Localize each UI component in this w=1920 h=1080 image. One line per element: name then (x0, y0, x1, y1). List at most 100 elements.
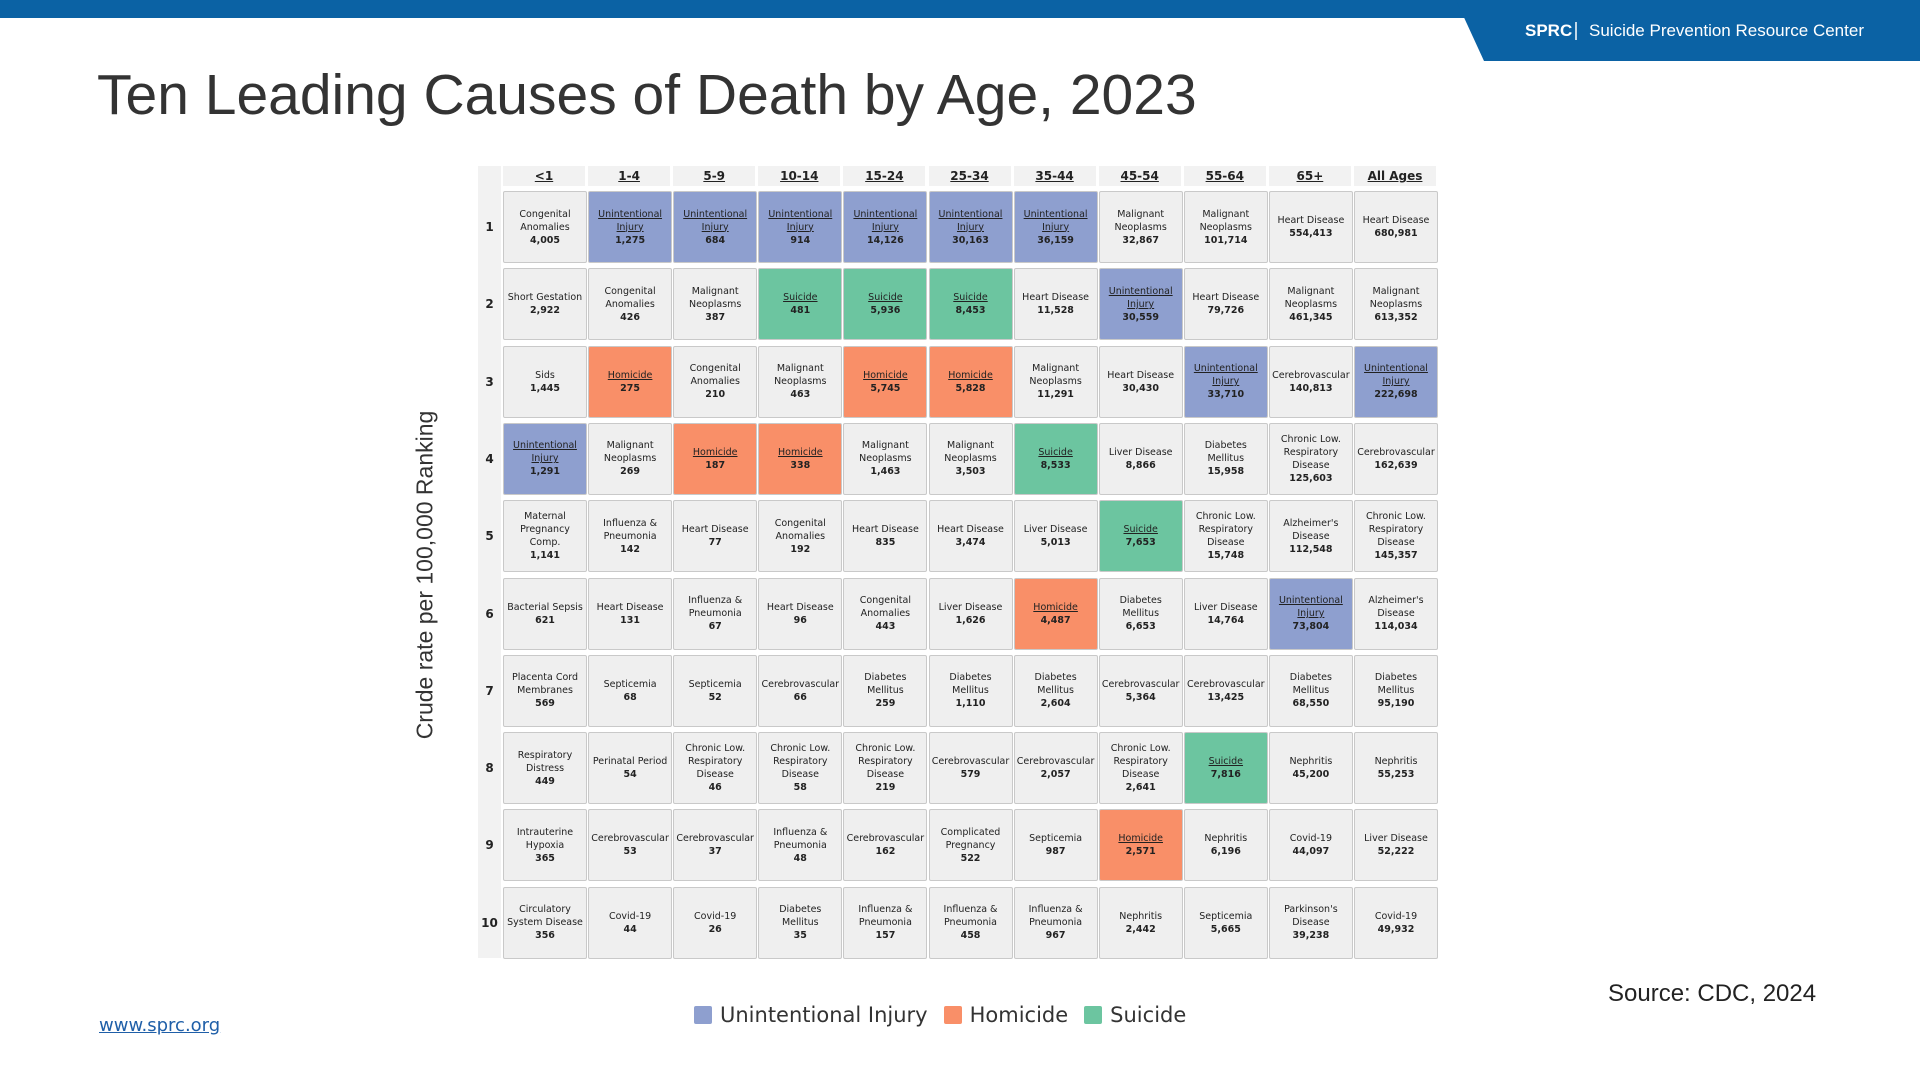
cause: Malignant Neoplasms (1029, 363, 1082, 388)
cause: Malignant Neoplasms (1199, 208, 1252, 233)
count: 26 (708, 923, 722, 935)
count: 463 (790, 389, 811, 401)
legend-item: Homicide (943, 1003, 1068, 1027)
count: 44,097 (1292, 846, 1330, 858)
cell: Chronic Low. Respiratory Disease 145,357 (1354, 500, 1438, 573)
column-header: 65+ (1268, 166, 1351, 186)
count: 259 (875, 698, 896, 710)
cause: Cerebrovascular (676, 833, 754, 845)
count: 11,528 (1037, 305, 1074, 317)
cause: Heart Disease (766, 601, 834, 613)
cell: Malignant Neoplasms 11,291 (1013, 345, 1098, 418)
cause: Malignant Neoplasms (859, 440, 912, 465)
cause: Congenital Anomalies (689, 363, 741, 388)
cell: Nephritis 6,196 (1183, 809, 1268, 882)
cause: Liver Disease (1023, 524, 1088, 536)
cause: Suicide (868, 292, 903, 304)
cell: Unintentional Injury 36,159 (1013, 191, 1098, 263)
cause: Homicide (948, 369, 993, 381)
cell: Liver Disease 5,013 (1013, 500, 1098, 573)
count: 481 (790, 305, 811, 317)
cause: Cerebrovascular (761, 678, 840, 690)
cell: Heart Disease 77 (673, 500, 758, 573)
rank-label: 1 (485, 220, 494, 234)
rank-label: 4 (485, 451, 494, 466)
cause: Congenital Anomalies (604, 285, 656, 310)
cell: Septicemia 5,665 (1183, 886, 1268, 959)
cause: Septicemia (603, 678, 657, 690)
count: 39,238 (1292, 930, 1330, 942)
cause: Alzheimer's Disease (1368, 595, 1424, 619)
cause: Short Gestation (507, 292, 583, 304)
cause: Homicide (607, 369, 653, 381)
cell: Malignant Neoplasms 461,345 (1268, 268, 1353, 341)
column-header: 55-64 (1183, 166, 1266, 186)
cell: Suicide 8,453 (928, 268, 1013, 341)
cell: Chronic Low. Respiratory Disease 46 (673, 732, 758, 805)
cell: Diabetes Mellitus 95,190 (1354, 654, 1438, 727)
cause: Unintentional Injury (1364, 363, 1428, 388)
count: 53 (623, 846, 637, 858)
count: 4,487 (1040, 614, 1071, 626)
cause: Malignant Neoplasms (1369, 285, 1423, 310)
column-header: 10-14 (758, 166, 841, 186)
count: 967 (1045, 930, 1066, 942)
count: 275 (620, 382, 641, 394)
cause: Suicide (1123, 524, 1158, 536)
cell: Malignant Neoplasms 32,867 (1098, 191, 1183, 263)
cell: Homicide 187 (673, 422, 758, 495)
cause: Unintentional Injury (598, 208, 663, 233)
cell: Malignant Neoplasms 387 (673, 268, 758, 341)
count: 8,453 (955, 305, 986, 317)
cell: Sids 1,445 (503, 345, 587, 418)
cell: Alzheimer's Disease 114,034 (1354, 577, 1438, 650)
cause: Influenza & Pneumonia (603, 517, 658, 542)
legend-swatch (943, 1006, 962, 1024)
count: 1,291 (529, 466, 561, 478)
cause: Covid-19 (694, 910, 737, 922)
count: 95,190 (1377, 698, 1415, 710)
count: 77 (708, 537, 722, 549)
count: 11,291 (1037, 389, 1074, 401)
top-bar (0, 0, 1920, 18)
cause: Liver Disease (1364, 833, 1428, 845)
cause: Diabetes Mellitus (1204, 440, 1247, 465)
cause: Congenital Anomalies (774, 517, 826, 542)
cell: Influenza & Pneumonia 458 (928, 886, 1013, 959)
cause: Unintentional Injury (1278, 595, 1343, 619)
site-link[interactable]: www.sprc.org (99, 1015, 221, 1036)
cause: Heart Disease (1107, 369, 1175, 381)
cell: Perinatal Period 54 (588, 732, 673, 805)
cell: Covid-19 49,932 (1354, 886, 1438, 959)
cell: Suicide 481 (758, 268, 843, 341)
cause: Congenital Anomalies (519, 208, 571, 233)
cause: Circulatory System Disease (507, 904, 583, 929)
cell: Malignant Neoplasms 613,352 (1354, 268, 1438, 341)
count: 112,548 (1289, 543, 1333, 555)
count: 5,013 (1040, 537, 1071, 549)
cause: Unintentional Injury (1023, 208, 1088, 233)
column-header: 45-54 (1098, 166, 1181, 186)
count: 162 (875, 846, 896, 858)
count: 131 (620, 614, 641, 626)
cell: Malignant Neoplasms 101,714 (1183, 191, 1268, 263)
count: 6,653 (1125, 621, 1156, 632)
cell: Unintentional Injury 1,275 (588, 191, 673, 263)
cell: Bacterial Sepsis 621 (503, 577, 587, 650)
cause: Suicide (1038, 446, 1073, 458)
count: 2,922 (529, 305, 561, 317)
cell: Diabetes Mellitus 259 (843, 654, 928, 727)
cause: Covid-19 (1289, 833, 1333, 845)
cause: Liver Disease (1193, 601, 1258, 613)
count: 52 (708, 691, 722, 703)
count: 613,352 (1374, 311, 1418, 323)
count: 5,828 (955, 382, 986, 394)
column-header: <1 (503, 166, 585, 186)
cell: Homicide 2,571 (1098, 809, 1183, 882)
cause: Chronic Low. Respiratory Disease (1366, 511, 1426, 549)
cell: Parkinson's Disease 39,238 (1268, 886, 1353, 959)
cell: Malignant Neoplasms 463 (758, 345, 843, 418)
count: 30,559 (1122, 311, 1160, 323)
count: 387 (705, 311, 726, 323)
cell: Liver Disease 8,866 (1098, 422, 1183, 495)
